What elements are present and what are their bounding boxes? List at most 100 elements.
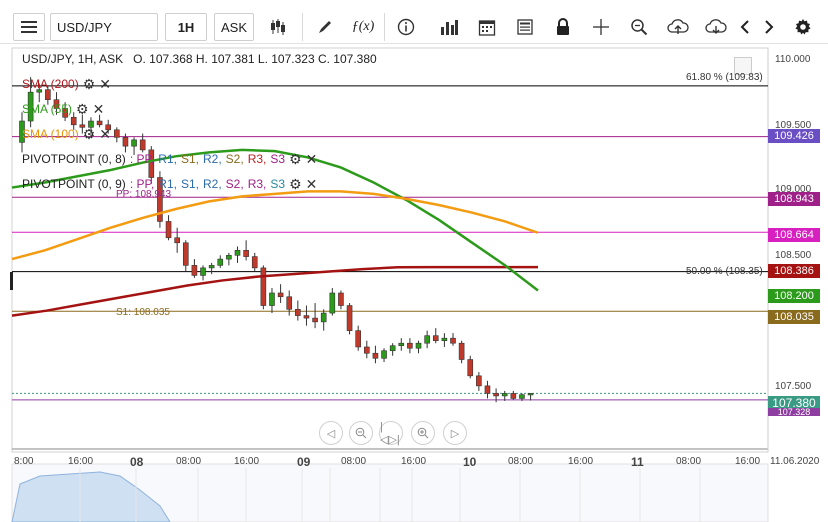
price-side-select[interactable]: ASK <box>214 13 254 41</box>
indicator-label: SMA (55) <box>22 102 73 116</box>
candle-body <box>243 250 249 257</box>
candle-body <box>363 346 370 354</box>
candle-body <box>320 312 327 323</box>
gear-icon[interactable]: ⚙ <box>82 76 96 92</box>
navigator-area <box>11 471 171 522</box>
close-icon[interactable]: ✕ <box>305 151 318 167</box>
candle-body <box>432 335 439 341</box>
close-icon[interactable]: ✕ <box>92 101 105 117</box>
indicator-sma100[interactable]: SMA (100) ⚙ ✕ <box>22 127 111 141</box>
candle-body <box>269 292 275 306</box>
calendar-icon[interactable] <box>470 13 504 41</box>
candle-body <box>355 330 361 348</box>
x-tick-day: 09 <box>297 455 311 469</box>
close-icon[interactable]: ✕ <box>99 126 111 142</box>
candle-body <box>122 137 129 147</box>
cloud-upload-icon[interactable] <box>660 13 696 41</box>
pivot-s3: S3 <box>270 152 286 166</box>
timeframe-label: 1H <box>177 19 195 35</box>
sma100-line <box>11 190 539 261</box>
chevron-left-icon[interactable] <box>734 13 756 41</box>
timeframe-select[interactable]: 1H <box>165 13 207 41</box>
volume-bars-icon[interactable] <box>432 13 466 41</box>
candle-body <box>174 237 180 244</box>
toolbar-divider <box>384 13 385 41</box>
candle-body <box>415 342 422 349</box>
indicator-label: SMA (200) <box>22 77 79 91</box>
menu-icon[interactable] <box>13 13 45 41</box>
candle-body <box>157 177 163 222</box>
price-tag: 108.200 <box>768 289 820 303</box>
candle-body <box>234 250 241 256</box>
x-tick: 16:00 <box>568 456 594 467</box>
candle-body <box>19 120 25 143</box>
candle-body <box>88 120 94 128</box>
cloud-download-icon[interactable] <box>698 13 734 41</box>
current-price-tag: 107.380 <box>768 396 820 411</box>
price-tag: 107.328 <box>768 408 820 416</box>
fx-icon[interactable]: ƒ(x) <box>351 19 375 34</box>
indicator-sma55[interactable]: SMA (55) ⚙ ✕ <box>22 102 104 116</box>
info-icon[interactable] <box>390 13 422 41</box>
gear-icon[interactable]: ⚙ <box>289 151 302 167</box>
candle-body <box>96 120 103 126</box>
reset-zoom-button[interactable]: |◁▷| <box>379 421 403 446</box>
candle-body <box>398 342 405 347</box>
expand-icon[interactable] <box>734 57 752 75</box>
gear-icon[interactable] <box>790 13 816 41</box>
news-icon[interactable] <box>508 13 542 41</box>
pivot-r2: R2, <box>202 177 222 191</box>
x-tick: 8:00 <box>14 456 34 467</box>
candle-body <box>346 305 353 331</box>
candle-body <box>114 129 120 138</box>
candle-body <box>407 342 413 349</box>
drag-handle <box>10 272 13 290</box>
zoom-out-button[interactable] <box>349 421 373 445</box>
candle-body <box>450 337 456 344</box>
zoom-icon[interactable] <box>622 13 656 41</box>
indicator-pivot-8[interactable]: PIVOTPOINT (0, 8) : PP, R1, S1, R2, S2, … <box>22 152 317 166</box>
x-tick-day: 10 <box>463 455 477 469</box>
indicator-sma200[interactable]: SMA (200) ⚙ ✕ <box>22 77 111 91</box>
symbol-label: USD/JPY <box>57 19 112 35</box>
indicator-label: PIVOTPOINT (0, 9) <box>22 177 126 191</box>
candle-body <box>53 99 60 109</box>
x-tick-day: 11 <box>631 455 644 469</box>
indicator-label: SMA (100) <box>22 127 79 141</box>
chevron-right-icon[interactable] <box>758 13 780 41</box>
candle-body <box>484 385 491 394</box>
price-chart[interactable] <box>0 44 828 522</box>
candles-icon[interactable] <box>259 13 297 41</box>
candle-body <box>70 116 77 126</box>
zoom-in-button[interactable] <box>411 421 435 445</box>
price-tag: 108.035 <box>768 310 820 324</box>
ohlc-summary: USD/JPY, 1H, ASK O. 107.368 H. 107.381 L… <box>22 52 377 66</box>
candle-body <box>251 256 258 269</box>
candle-body <box>62 108 68 118</box>
candle-body <box>27 91 34 122</box>
price-tag: 108.664 <box>768 228 820 242</box>
candle-body <box>277 292 284 298</box>
y-tick: 110.000 <box>775 54 811 65</box>
gear-icon[interactable]: ⚙ <box>82 126 96 142</box>
pivot-s2: S2, <box>225 152 244 166</box>
crosshair-icon[interactable] <box>584 13 618 41</box>
gear-icon[interactable]: ⚙ <box>289 176 302 192</box>
indicator-pivot-9[interactable]: PIVOTPOINT (0, 9) : PP, R1, S1, R2, S2, … <box>22 177 317 191</box>
gear-icon[interactable]: ⚙ <box>76 101 89 117</box>
close-icon[interactable]: ✕ <box>99 76 111 92</box>
symbol-input[interactable]: USD/JPY <box>50 13 158 41</box>
scroll-right-button[interactable]: ▷ <box>443 421 467 445</box>
close-icon[interactable]: ✕ <box>305 176 318 192</box>
toolbar-divider <box>302 13 303 41</box>
candle-body <box>191 265 198 276</box>
chart-area[interactable]: USD/JPY, 1H, ASK O. 107.368 H. 107.381 L… <box>0 44 828 522</box>
price-tag: 109.426 <box>768 129 820 143</box>
pen-icon[interactable] <box>308 13 342 41</box>
candle-body <box>510 393 517 399</box>
scroll-left-button[interactable]: ◁ <box>319 421 343 445</box>
x-tick: 16:00 <box>401 456 427 467</box>
pp-label: PP: 108.943 <box>116 189 172 200</box>
candle-body <box>372 352 379 359</box>
lock-icon[interactable] <box>546 13 580 41</box>
